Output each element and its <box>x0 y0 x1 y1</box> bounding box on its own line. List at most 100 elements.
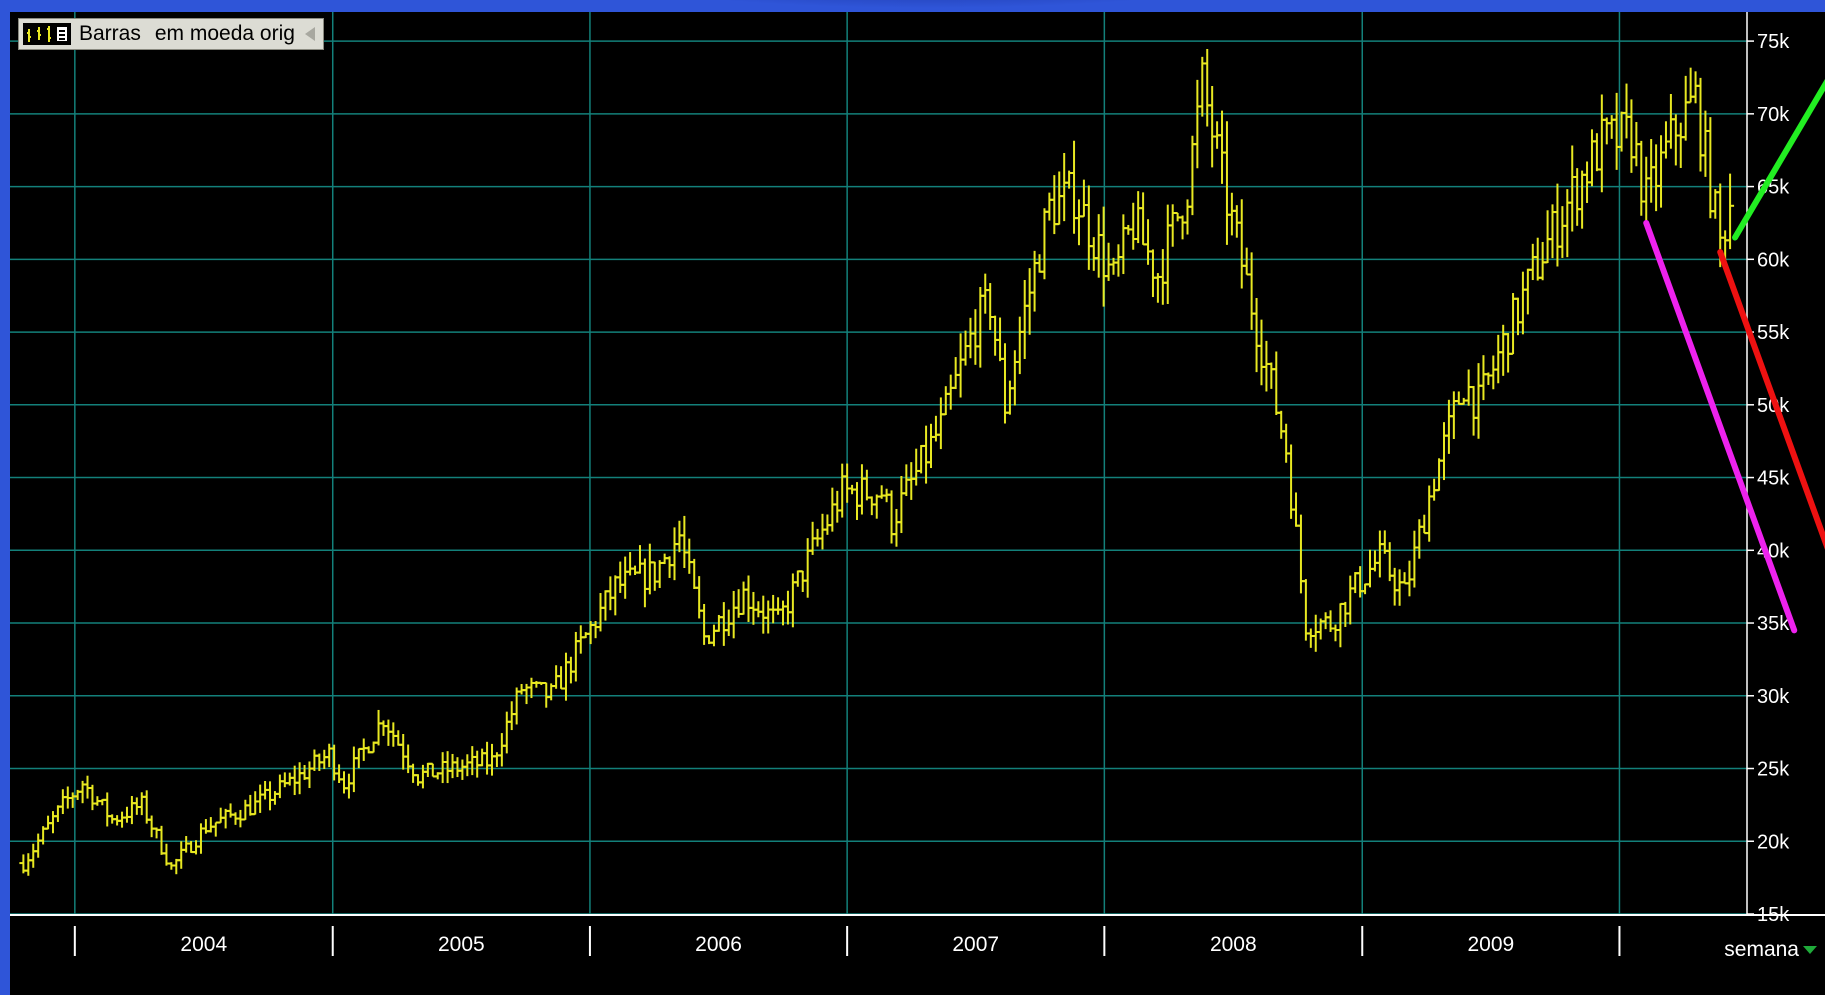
price-bar <box>1005 380 1014 415</box>
price-bar <box>211 821 220 837</box>
price-bar <box>344 773 353 799</box>
grid <box>10 12 1747 915</box>
price-bar <box>1178 215 1187 240</box>
period-selector[interactable]: semana <box>1724 938 1817 962</box>
price-bar <box>349 746 358 793</box>
price-bar <box>1321 612 1330 630</box>
price-bar <box>340 771 349 794</box>
price-bar <box>1469 385 1478 436</box>
price-bar <box>690 558 699 589</box>
price-bar <box>606 576 615 611</box>
price-bar <box>118 811 127 828</box>
price-bar <box>1711 189 1720 219</box>
price-bar <box>1346 575 1355 625</box>
price-bar <box>971 309 980 365</box>
price-bar <box>877 485 886 499</box>
price-bar <box>1410 530 1419 588</box>
price-bar <box>1676 122 1685 168</box>
price-bar <box>266 781 275 811</box>
y-tick-label: 25k <box>1757 759 1790 781</box>
price-bar <box>1509 293 1518 355</box>
x-tick-label: 2009 <box>1467 933 1514 956</box>
y-tick-label: 75k <box>1757 31 1790 53</box>
price-bar <box>779 600 788 626</box>
price-chart[interactable]: 15k20k25k30k35k40k45k50k55k60k65k70k75k2… <box>10 12 1825 995</box>
price-bar <box>1311 614 1320 652</box>
price-bar <box>986 283 995 330</box>
price-bar <box>1306 628 1315 648</box>
price-bar <box>1020 280 1029 360</box>
price-bar <box>1568 145 1577 232</box>
collapse-left-icon[interactable] <box>303 25 317 43</box>
price-bar <box>512 687 521 725</box>
price-bar <box>1267 362 1276 389</box>
price-bar <box>1222 121 1231 245</box>
price-bar <box>1435 458 1444 492</box>
price-bar <box>463 754 472 777</box>
chevron-down-icon[interactable] <box>1803 945 1817 955</box>
price-bar <box>867 496 876 516</box>
y-tick-label: 45k <box>1757 468 1790 490</box>
y-tick-label: 30k <box>1757 686 1790 708</box>
price-bar <box>862 469 871 501</box>
price-bar <box>1370 550 1379 572</box>
price-bar <box>1351 572 1360 594</box>
price-bar <box>596 593 605 632</box>
trendline-red[interactable] <box>1717 249 1825 565</box>
price-bar <box>1074 199 1083 246</box>
trendline-magenta[interactable] <box>1643 219 1798 634</box>
price-bar <box>1109 257 1118 275</box>
price-bar <box>1099 206 1108 307</box>
price-bar <box>645 543 654 595</box>
price-bars <box>19 48 1735 876</box>
price-bar <box>1647 139 1656 203</box>
chart-legend[interactable]: Barras em moeda orig <box>18 18 324 50</box>
price-bar <box>507 701 516 731</box>
price-bar <box>305 761 314 789</box>
price-bar <box>996 317 1005 362</box>
price-bar <box>394 730 403 746</box>
price-bar <box>295 762 304 795</box>
price-bar <box>729 590 738 639</box>
price-bar <box>1035 254 1044 273</box>
price-bar <box>981 273 990 314</box>
price-bar <box>1336 602 1345 648</box>
price-bar <box>922 425 931 484</box>
price-bar <box>635 545 644 574</box>
period-selector-label[interactable]: semana <box>1724 938 1799 961</box>
price-bar <box>1218 110 1227 184</box>
price-bar <box>1513 297 1522 336</box>
price-bar <box>719 602 728 646</box>
price-bar <box>1010 350 1019 406</box>
price-bar <box>1193 79 1202 169</box>
price-bar <box>1489 355 1498 390</box>
price-bar <box>354 747 363 769</box>
price-bar <box>290 765 299 796</box>
price-bar <box>951 357 960 390</box>
price-bar <box>157 825 166 855</box>
price-bar <box>1607 115 1616 139</box>
price-bar <box>1538 241 1547 281</box>
price-bar <box>818 513 827 550</box>
trendline-green[interactable] <box>1732 70 1825 241</box>
currency-mode-label[interactable]: em moeda orig <box>154 22 295 45</box>
price-bar <box>1282 423 1291 463</box>
price-bar <box>561 652 570 701</box>
price-bar <box>48 811 57 834</box>
price-bar <box>502 711 511 754</box>
price-bar <box>399 734 408 770</box>
price-bar <box>941 386 950 416</box>
y-tick-label: 55k <box>1757 322 1790 344</box>
price-bar <box>1642 156 1651 229</box>
chart-style-label[interactable]: Barras <box>79 22 141 45</box>
price-bar <box>389 722 398 747</box>
price-bar <box>1168 204 1177 247</box>
price-bar <box>58 789 67 815</box>
price-bar <box>976 287 985 368</box>
price-bar <box>1400 572 1409 585</box>
price-bar <box>1129 202 1138 250</box>
price-bar <box>838 463 847 518</box>
price-bar <box>527 677 536 699</box>
price-bar <box>759 595 768 634</box>
price-bar <box>1592 133 1601 172</box>
